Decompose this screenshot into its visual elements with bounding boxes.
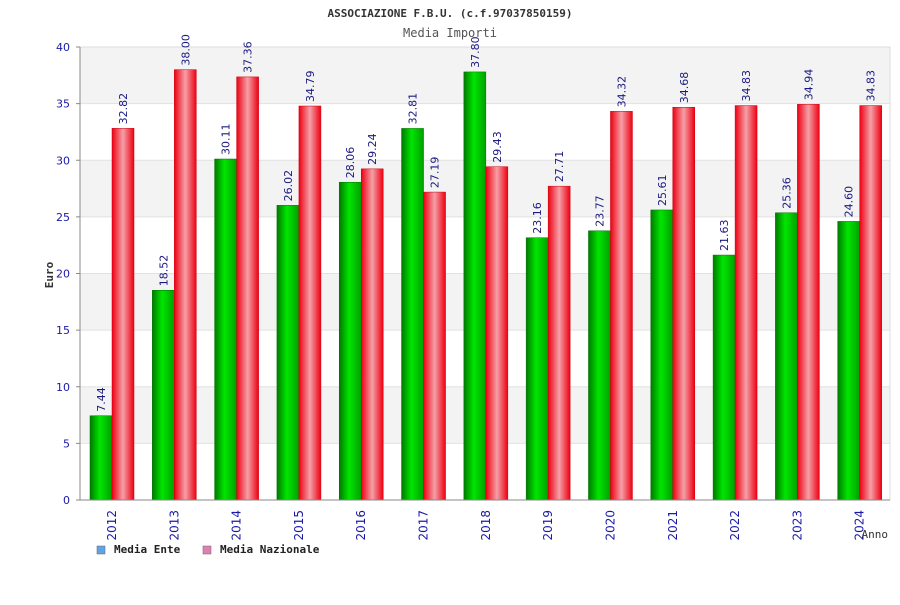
data-label: 25.61	[656, 174, 669, 206]
legend-swatch	[202, 545, 212, 555]
bar-media-nazionale	[423, 191, 446, 501]
x-tick-label: 2023	[790, 510, 804, 541]
data-label: 25.36	[780, 177, 793, 209]
y-tick-label: 20	[56, 268, 70, 281]
data-label: 32.82	[117, 93, 130, 125]
chart-subtitle: Media Importi	[403, 26, 497, 40]
data-label: 24.60	[843, 186, 856, 218]
y-tick-label: 0	[63, 494, 70, 507]
bar-media-ente	[650, 209, 674, 501]
bar-media-ente	[401, 128, 424, 501]
data-label: 21.63	[718, 220, 731, 252]
x-tick-label: 2021	[666, 510, 680, 541]
bar-media-ente	[463, 71, 487, 501]
x-axis-title: Anno	[862, 528, 889, 541]
data-label: 28.06	[344, 147, 357, 179]
data-label: 7.44	[95, 387, 108, 412]
data-label: 32.81	[407, 93, 420, 125]
bar-media-ente	[214, 158, 237, 501]
x-tick-label: 2015	[292, 510, 306, 541]
bar-media-nazionale	[111, 128, 135, 501]
x-tick-label: 2019	[541, 510, 555, 541]
y-tick-label: 40	[56, 41, 70, 54]
data-label: 26.02	[282, 170, 295, 202]
bar-media-ente	[837, 221, 860, 501]
y-tick-label: 25	[56, 211, 70, 224]
bar-media-nazionale	[485, 166, 509, 501]
data-label: 37.80	[469, 36, 482, 68]
bar-media-nazionale	[797, 104, 820, 501]
bar-media-ente	[775, 212, 798, 501]
data-label: 27.19	[429, 157, 442, 189]
x-axis: 2012 2013 2014 2015 2016 2017 2018 2019 2020 2021…	[80, 499, 890, 541]
bar-media-nazionale	[360, 168, 384, 501]
data-label: 34.79	[304, 71, 317, 103]
data-label: 23.77	[593, 195, 606, 227]
data-label: 34.32	[615, 76, 628, 108]
x-tick-label: 2020	[603, 510, 617, 541]
chart-title: ASSOCIAZIONE F.B.U. (c.f.97037850159)	[327, 7, 572, 20]
data-label: 27.71	[553, 151, 566, 183]
legend-label: Media Nazionale	[220, 543, 320, 556]
bar-media-ente	[712, 254, 736, 501]
legend-swatch	[96, 545, 106, 555]
y-axis: 0 5 10 15 20 25 30 35 40	[56, 41, 81, 507]
legend-label: Media Ente	[114, 543, 181, 556]
bar-media-nazionale	[547, 185, 571, 501]
x-tick-label: 2013	[167, 510, 181, 541]
bars	[89, 69, 882, 501]
legend: Media Ente Media Nazionale	[96, 543, 320, 556]
data-label: 37.36	[242, 41, 255, 73]
bar-media-nazionale	[859, 105, 882, 501]
bar-media-nazionale	[610, 111, 633, 501]
y-tick-label: 35	[56, 98, 70, 111]
x-tick-label: 2012	[105, 510, 119, 541]
data-label: 30.11	[220, 124, 233, 156]
data-label: 23.16	[531, 202, 544, 234]
x-tick-label: 2014	[230, 510, 244, 541]
x-tick-label: 2017	[417, 510, 431, 541]
y-tick-label: 10	[56, 381, 70, 394]
bar-media-nazionale	[672, 106, 696, 501]
bar-media-nazionale	[734, 105, 758, 501]
bar-media-ente	[276, 205, 300, 501]
y-tick-label: 5	[63, 437, 70, 450]
x-tick-label: 2016	[354, 510, 368, 541]
data-label: 34.68	[678, 72, 691, 104]
data-label: 34.83	[865, 70, 878, 102]
data-label: 29.24	[366, 133, 379, 165]
y-tick-label: 15	[56, 324, 70, 337]
data-label: 34.94	[802, 69, 815, 101]
data-label: 18.52	[157, 255, 170, 287]
data-label: 34.83	[740, 70, 753, 102]
bar-media-nazionale	[298, 105, 322, 501]
data-label: 29.43	[491, 131, 504, 163]
x-tick-label: 2024	[853, 510, 867, 541]
x-tick-label: 2018	[479, 510, 493, 541]
x-tick-label: 2022	[728, 510, 742, 541]
bar-media-nazionale	[174, 69, 197, 501]
data-label: 38.00	[179, 34, 192, 66]
y-axis-title: Euro	[43, 261, 56, 288]
bar-media-ente	[152, 290, 175, 501]
bar-media-ente	[588, 230, 611, 501]
bar-media-ente	[89, 415, 113, 501]
bar-media-nazionale	[236, 76, 259, 501]
y-tick-label: 30	[56, 154, 70, 167]
value-labels: 7.44 32.82 18.52 38.00 30.11 37.36 26.02 34.79 2…	[95, 34, 878, 412]
bar-media-ente	[525, 237, 549, 501]
bar-media-ente	[338, 181, 362, 501]
